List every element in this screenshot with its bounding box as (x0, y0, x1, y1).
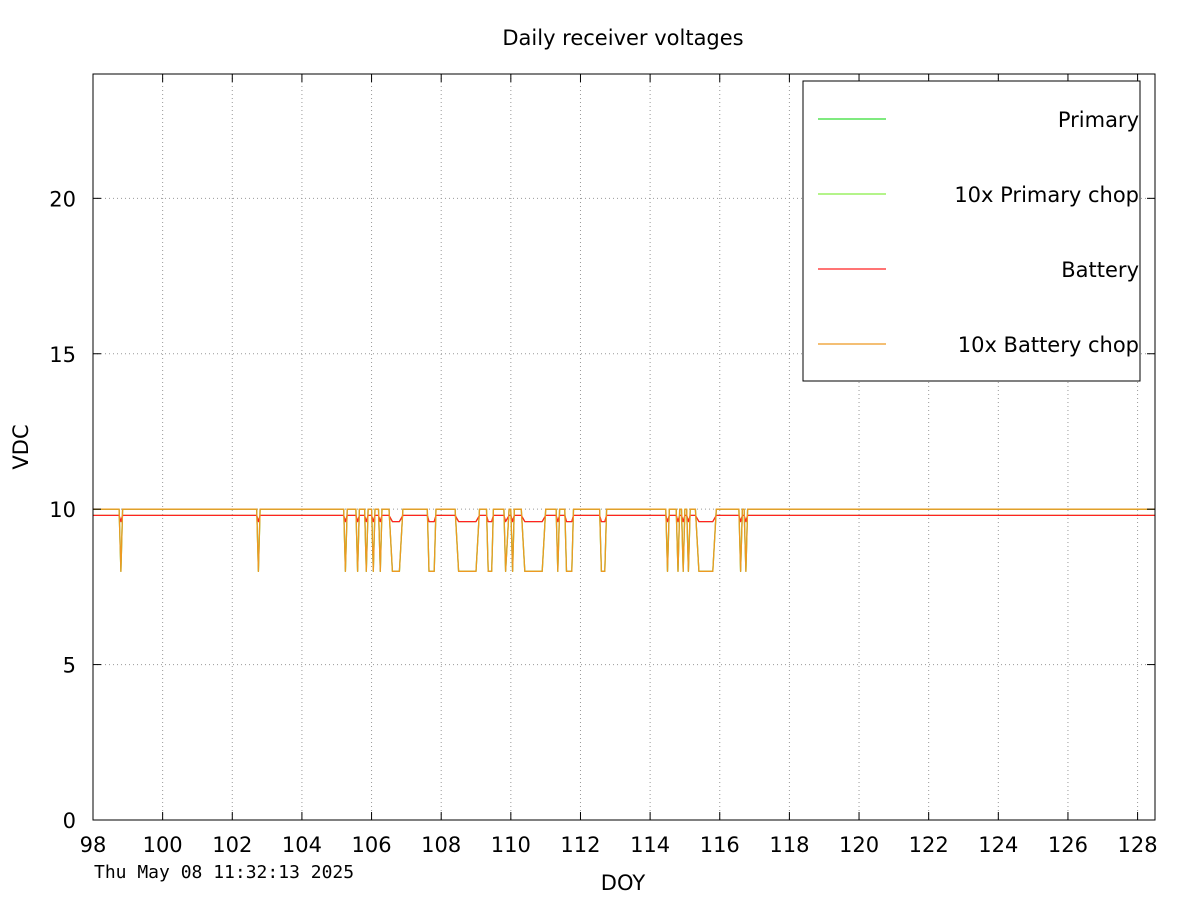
legend: Primary 10x Primary chop Battery 10x Batter… (802, 80, 1141, 382)
x-tick-label: 114 (630, 833, 670, 857)
legend-label-1: 10x Primary chop (954, 183, 1139, 207)
y-axis-label: VDC (9, 424, 33, 469)
y-tick-label: 15 (49, 343, 76, 367)
plot-frame (92, 73, 1156, 821)
x-tick-labels: 98 100 102 104 106 108 110 112 114 116 118 120 122 12… (80, 833, 1158, 857)
y-tick-label: 10 (49, 498, 76, 522)
timestamp: Thu May 08 11:32:13 2025 (94, 862, 354, 883)
x-tick-label: 118 (769, 833, 809, 857)
x-tick-label: 126 (1048, 833, 1088, 857)
legend-label-3: 10x Battery chop (958, 333, 1139, 357)
y-tick-label: 5 (63, 654, 76, 678)
chart-title: Daily receiver voltages (502, 26, 743, 50)
x-tick-label: 110 (491, 833, 531, 857)
x-tick-label: 112 (560, 833, 600, 857)
x-tick-label: 100 (143, 833, 183, 857)
x-tick-label: 116 (700, 833, 740, 857)
x-tick-label: 98 (80, 833, 107, 857)
series-line-2 (93, 514, 1155, 523)
x-tick-label: 102 (212, 833, 252, 857)
x-tick-label: 120 (839, 833, 879, 857)
x-tick-label: 104 (282, 833, 322, 857)
y-tick-labels: 0 5 10 15 20 (49, 187, 76, 833)
x-tick-label: 128 (1118, 833, 1158, 857)
x-tick-label: 124 (978, 833, 1018, 857)
series-line-3 (93, 508, 1155, 572)
x-tick-label: 122 (909, 833, 949, 857)
series-line-0 (93, 508, 1155, 572)
x-tick-label: 108 (421, 833, 461, 857)
series-lines (93, 508, 1155, 572)
x-tick-label: 106 (352, 833, 392, 857)
y-tick-label: 20 (49, 187, 76, 211)
legend-label-0: Primary (1058, 108, 1139, 132)
legend-box (802, 80, 1141, 382)
legend-label-2: Battery (1061, 258, 1139, 282)
y-tick-label: 0 (63, 809, 76, 833)
series-line-1 (93, 514, 1155, 523)
x-axis-label: DOY (601, 871, 646, 895)
